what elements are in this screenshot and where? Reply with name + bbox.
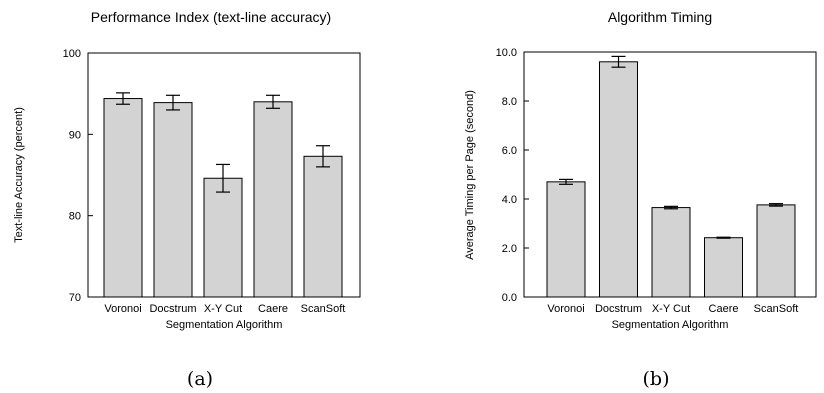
chart-b-x-tick-label: Docstrum	[595, 303, 642, 315]
chart-a-bar	[153, 102, 193, 298]
chart-a-y-axis: 70 80 90 100	[63, 48, 93, 304]
chart-a-x-tick-label: X-Y Cut	[204, 303, 242, 315]
chart-b-error-bar	[769, 203, 783, 207]
chart-b-error-bar	[611, 55, 626, 68]
chart-b-x-tick-label: Caere	[709, 303, 739, 315]
chart-b-error-bar	[559, 178, 573, 185]
chart-a-error-bar	[116, 92, 130, 105]
chart-b: Algorithm Timing 0.0 2.0 4.0 6.0 8.0 10.0 Vor…	[464, 9, 817, 390]
chart-a-bars	[103, 92, 343, 298]
chart-a-bar	[103, 98, 143, 298]
chart-b-bars	[546, 55, 796, 298]
chart-a-bar	[303, 155, 343, 298]
chart-b-bar	[546, 181, 586, 298]
panel-label-a: (a)	[187, 368, 213, 390]
chart-a: Performance Index (text-line accuracy) 7…	[13, 9, 361, 390]
chart-a-x-tick-label: Caere	[258, 303, 288, 315]
chart-a-bar	[203, 177, 243, 298]
chart-b-y-tick-label: 0.0	[502, 292, 517, 304]
chart-b-x-axis-label: Segmentation Algorithm	[612, 319, 729, 331]
chart-b-bar	[651, 207, 691, 298]
chart-b-x-tick-label: ScanSoft	[754, 303, 799, 315]
chart-b-y-tick-label: 4.0	[502, 194, 517, 206]
chart-b-x-tick-label: Voronoi	[547, 303, 584, 315]
chart-a-y-axis-label: Text-line Accuracy (percent)	[13, 107, 25, 243]
chart-a-x-axis: Voronoi Docstrum X-Y Cut Caere ScanSoft	[104, 303, 345, 315]
chart-a-y-tick-label: 90	[69, 129, 81, 141]
chart-b-x-tick-label: X-Y Cut	[652, 303, 690, 315]
chart-b-bar	[704, 237, 743, 298]
chart-a-x-tick-label: ScanSoft	[301, 303, 346, 315]
chart-a-title: Performance Index (text-line accuracy)	[91, 9, 331, 25]
chart-a-error-bar	[166, 94, 180, 111]
chart-b-x-axis: Voronoi Docstrum X-Y Cut Caere ScanSoft	[547, 303, 798, 315]
chart-a-bar	[253, 101, 293, 298]
chart-b-y-axis-label: Average Timing per Page (second)	[464, 90, 476, 260]
chart-a-error-bar	[316, 145, 330, 168]
chart-a-x-tick-label: Docstrum	[149, 303, 196, 315]
chart-a-x-axis-label: Segmentation Algorithm	[166, 319, 283, 331]
chart-a-y-tick-label: 100	[63, 48, 81, 60]
chart-a-y-tick-label: 80	[69, 211, 81, 223]
chart-a-error-bar	[266, 94, 280, 109]
chart-b-title: Algorithm Timing	[608, 9, 712, 25]
chart-b-bar	[599, 61, 638, 298]
chart-a-error-bar	[216, 163, 230, 193]
chart-b-error-bar	[716, 236, 731, 239]
chart-b-y-tick-label: 10.0	[496, 47, 517, 59]
chart-b-error-bar	[664, 205, 678, 210]
chart-b-y-tick-label: 2.0	[502, 243, 517, 255]
chart-a-y-tick-label: 70	[69, 292, 81, 304]
chart-a-x-tick-label: Voronoi	[104, 303, 141, 315]
chart-b-y-tick-label: 6.0	[502, 145, 517, 157]
chart-b-y-axis: 0.0 2.0 4.0 6.0 8.0 10.0	[496, 47, 529, 304]
chart-b-bar	[756, 204, 796, 298]
panel-label-b: (b)	[643, 368, 670, 390]
chart-b-y-tick-label: 8.0	[502, 96, 517, 108]
